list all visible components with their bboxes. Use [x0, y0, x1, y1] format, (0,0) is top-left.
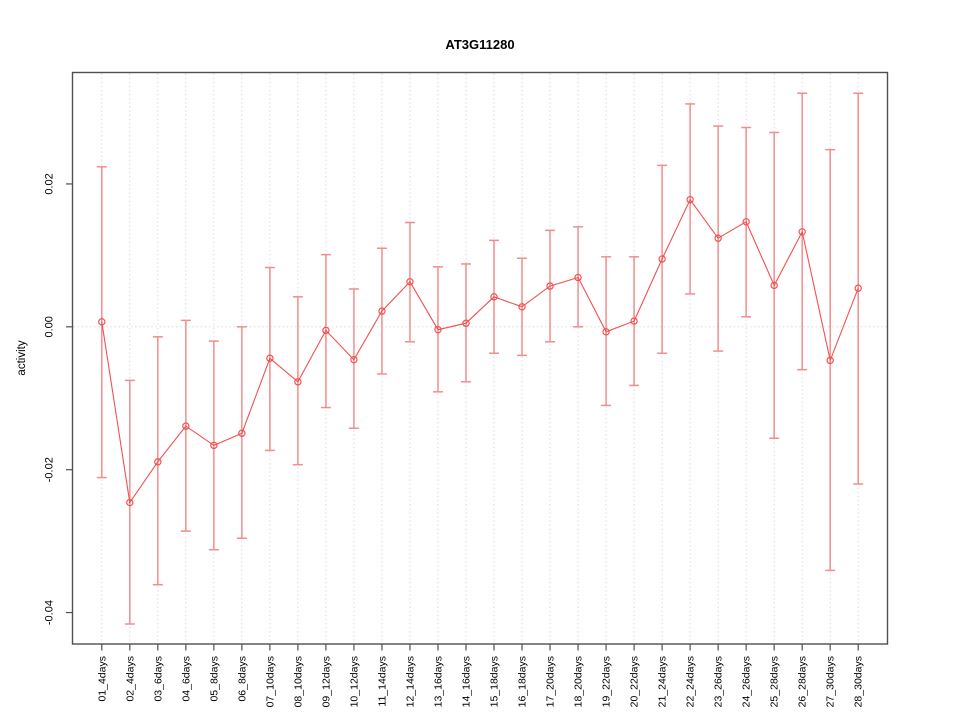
x-tick-label: 16_18days [517, 656, 529, 707]
series-line [101, 198, 859, 505]
x-tick-label: 23_26days [713, 656, 725, 707]
x-tick-label: 27_30days [825, 656, 837, 707]
x-tick-label: 10_12days [348, 656, 360, 707]
x-tick-label: 21_24days [657, 656, 669, 707]
data-point-marker [210, 441, 218, 450]
plot-frame [71, 71, 889, 645]
data-point-marker [98, 318, 106, 326]
data-point-marker [742, 218, 750, 226]
x-tick-label: 22_24days [685, 656, 697, 707]
data-point-marker [434, 325, 442, 334]
data-point-marker [658, 255, 666, 263]
x-tick-label: 19_22days [601, 656, 613, 707]
data-point-marker [798, 228, 806, 236]
x-tick-label: 18_20days [573, 656, 585, 707]
x-tick-label: 05_8days [208, 656, 220, 702]
data-point-marker [826, 356, 834, 365]
x-tick-label: 25_28days [769, 656, 781, 707]
x-tick-label: 24_26days [741, 656, 753, 707]
y-tick-label: -0.02 [44, 457, 56, 482]
data-point-marker [630, 317, 638, 325]
x-tick-label: 03_6days [152, 656, 164, 702]
data-point-marker [686, 195, 694, 204]
data-point-marker [462, 319, 470, 327]
data-point-marker [350, 355, 358, 364]
x-tick-label: 26_28days [797, 656, 809, 707]
x-tick-label: 14_16days [460, 656, 472, 707]
x-tick-label: 07_10days [264, 656, 276, 707]
data-point-marker [546, 282, 554, 290]
y-tick-label: -0.04 [44, 600, 56, 625]
chart-title: AT3G11280 [445, 37, 515, 52]
x-tick-label: 15_18days [489, 656, 501, 707]
data-point-marker [602, 328, 610, 336]
data-point-marker [154, 458, 162, 466]
data-point-marker [714, 234, 722, 242]
x-tick-label: 17_20days [545, 656, 557, 707]
x-tick-label: 20_22days [629, 656, 641, 707]
x-tick-label: 01_4days [96, 656, 108, 702]
data-point-marker [770, 281, 778, 290]
x-tick-label: 12_14days [404, 656, 416, 707]
data-point-marker [406, 278, 414, 286]
data-point-marker [518, 303, 526, 311]
data-point-marker [490, 293, 498, 301]
x-tick-label: 04_6days [180, 656, 192, 702]
data-point-marker [126, 498, 134, 507]
x-tick-label: 06_8days [236, 656, 248, 702]
x-tick-label: 13_16days [432, 656, 444, 707]
data-point-marker [238, 429, 246, 437]
data-point-marker [294, 378, 302, 386]
data-point-marker [574, 273, 582, 282]
y-tick-label: 0.02 [44, 173, 56, 194]
x-tick-label: 08_10days [292, 656, 304, 707]
x-tick-label: 09_12days [320, 656, 332, 707]
y-tick-label: 0.00 [44, 316, 56, 337]
x-tick-label: 02_4days [124, 656, 136, 702]
x-tick-label: 11_14days [376, 656, 388, 707]
data-point-marker [854, 284, 862, 292]
data-point-marker [266, 354, 274, 362]
data-point-marker [378, 307, 386, 315]
x-tick-label: 28_30days [853, 656, 865, 707]
data-point-marker [322, 326, 330, 335]
data-point-marker [182, 422, 190, 430]
